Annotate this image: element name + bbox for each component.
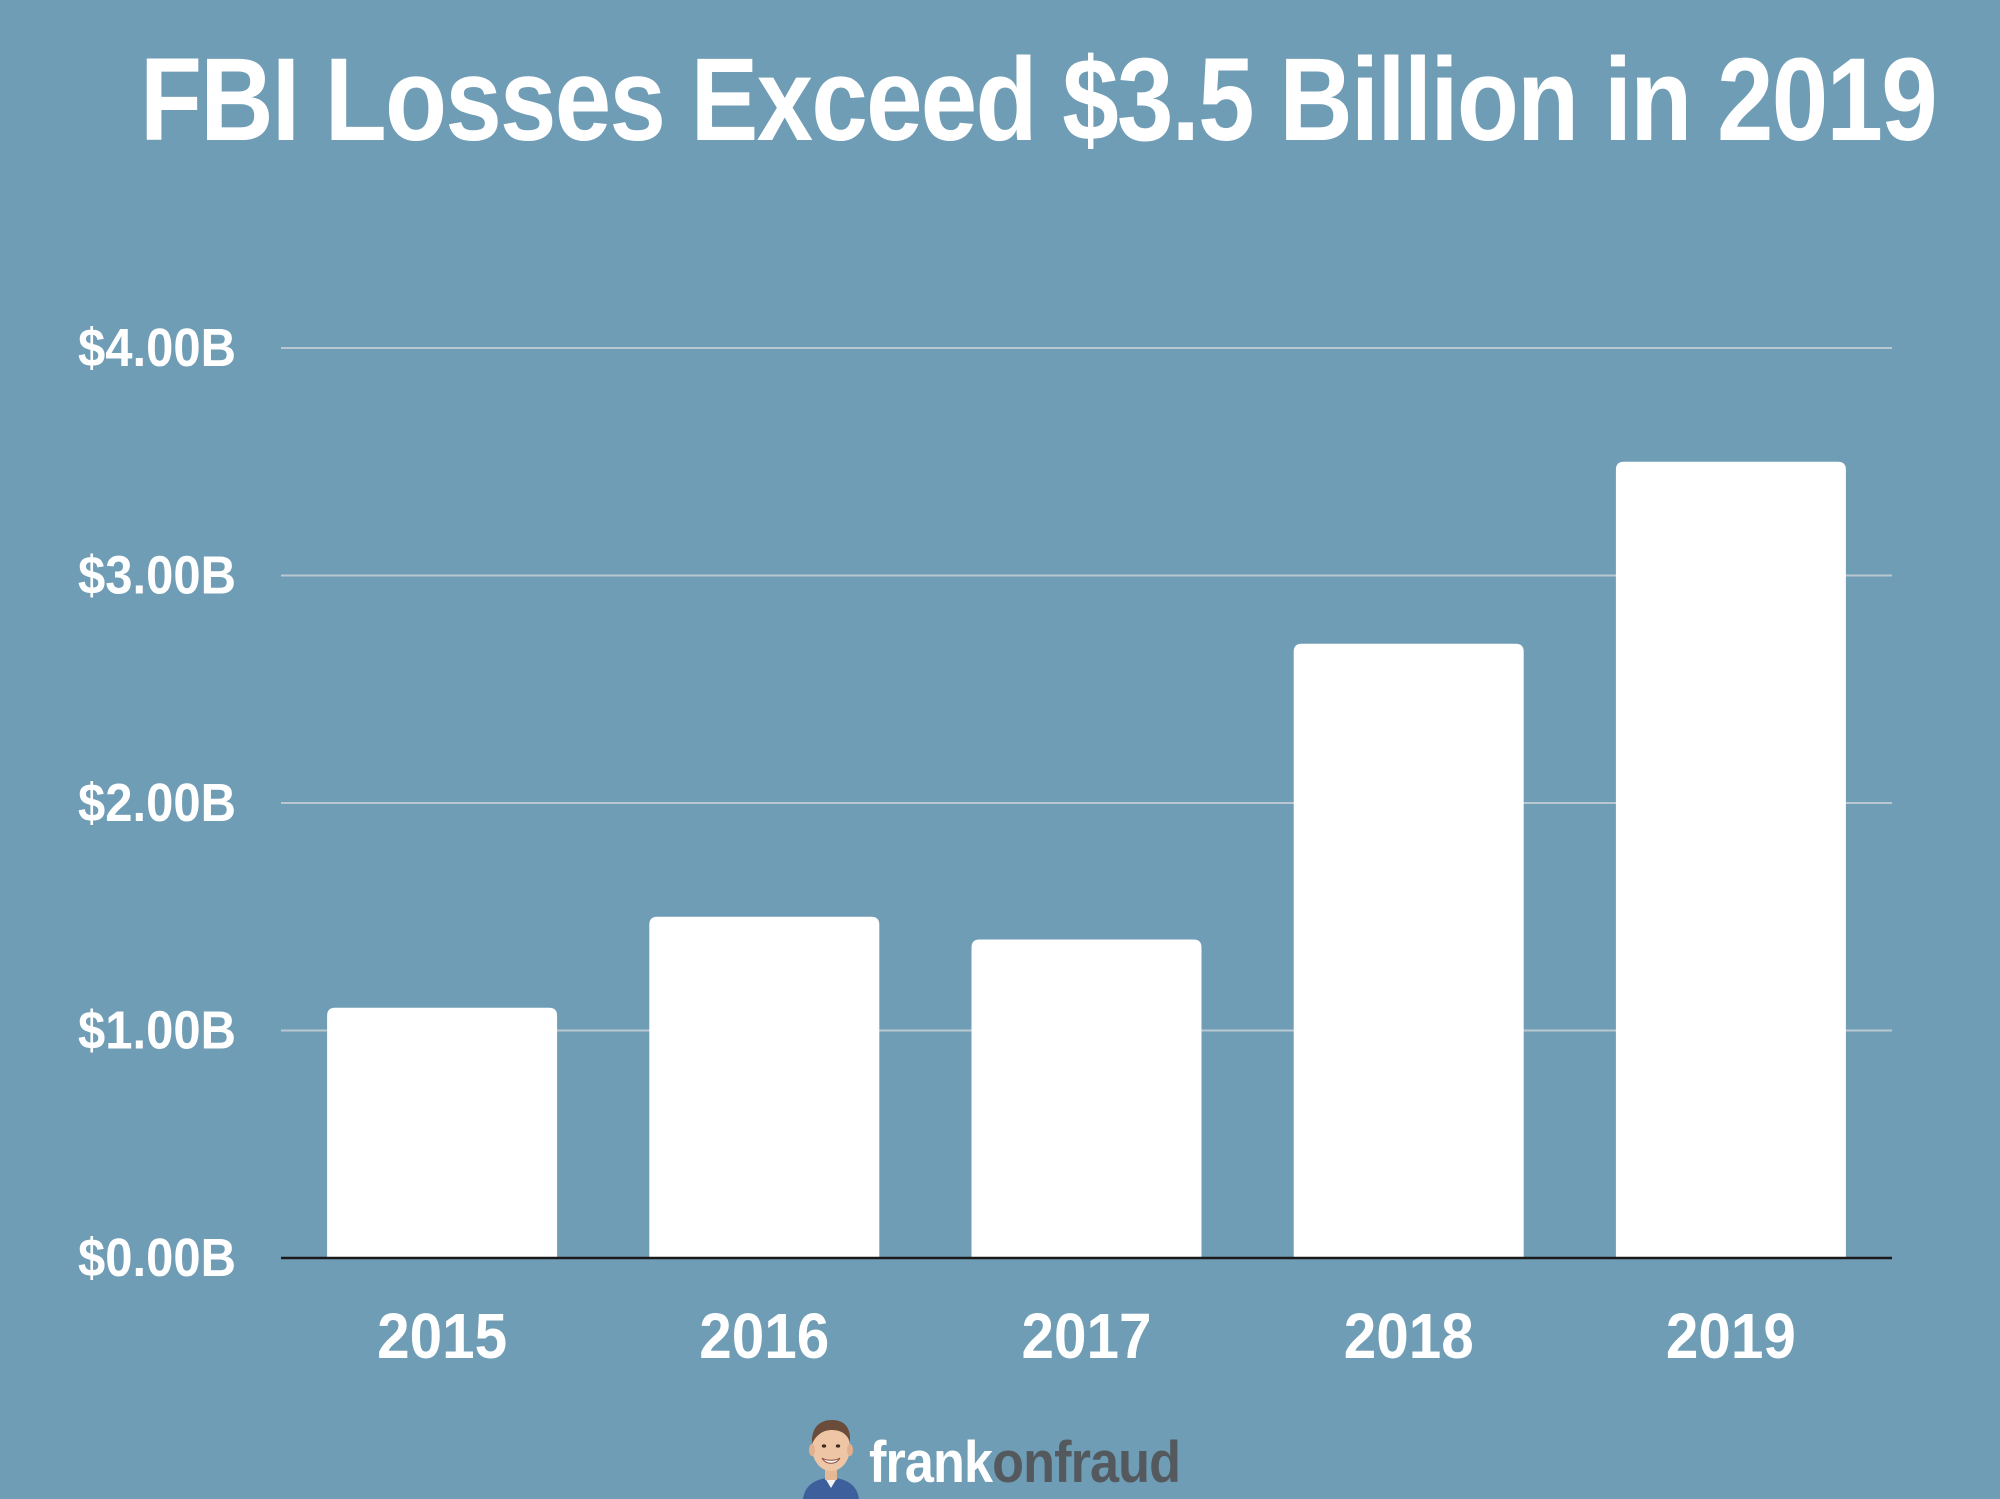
brand-wordmark: frankonfraud: [869, 1434, 1181, 1492]
x-tick-label: 2019: [1666, 1300, 1796, 1372]
bars: [327, 461, 1846, 1258]
bar-2017: [971, 939, 1202, 1258]
y-tick-label: $2.00B: [78, 773, 236, 833]
y-tick-label: $0.00B: [78, 1228, 236, 1288]
y-tick-label: $4.00B: [78, 318, 236, 378]
frank-avatar-icon: [803, 1420, 859, 1499]
brand-name-part2: onfraud: [992, 1430, 1181, 1495]
y-tick-label: $1.00B: [78, 1001, 236, 1061]
bar-2019: [1615, 461, 1846, 1258]
x-tick-label: 2015: [377, 1300, 507, 1372]
x-tick-label: 2018: [1344, 1300, 1474, 1372]
bar-2018: [1293, 643, 1524, 1258]
bar-2015: [327, 1007, 558, 1258]
x-axis-tick-labels: 2015 2016 2017 2018 2019: [377, 1300, 1796, 1372]
chart-title: FBI Losses Exceed $3.5 Billion in 2019: [140, 34, 1938, 166]
x-tick-label: 2017: [1022, 1300, 1152, 1372]
bar-2016: [649, 916, 880, 1258]
x-tick-label: 2016: [699, 1300, 829, 1372]
brand-logo: frankonfraud: [795, 1408, 1215, 1499]
y-axis-tick-labels: $0.00B $1.00B $2.00B $3.00B $4.00B: [78, 318, 236, 1288]
y-tick-label: $3.00B: [78, 546, 236, 606]
brand-name-part1: frank: [869, 1430, 993, 1495]
